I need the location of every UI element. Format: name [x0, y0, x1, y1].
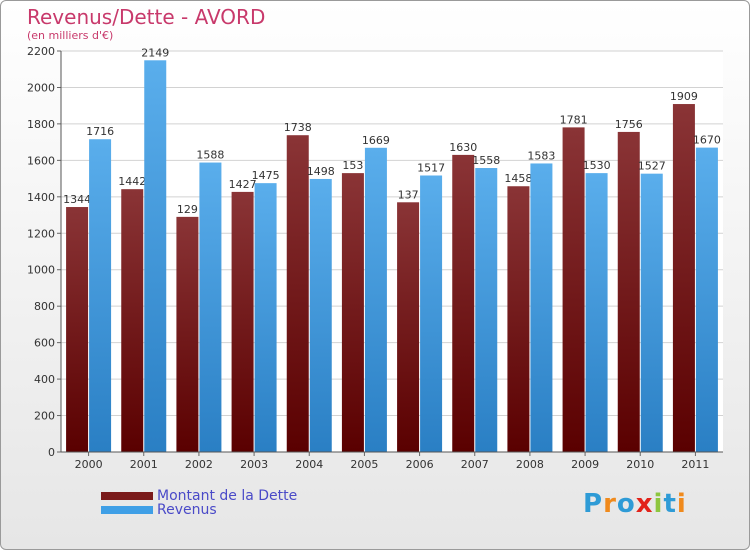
logo-letter: r	[603, 489, 617, 519]
x-tick-label: 2007	[461, 458, 489, 471]
data-label-debt: 1630	[449, 141, 477, 154]
data-label-revenue: 1517	[417, 161, 445, 174]
data-label-debt: 1909	[670, 90, 698, 103]
data-label-revenue: 1716	[86, 125, 114, 138]
bar-revenue	[144, 60, 167, 453]
x-tick-label: 2002	[185, 458, 213, 471]
logo-letter: i	[676, 489, 687, 519]
data-label-debt: 137	[398, 188, 419, 201]
x-tick-label: 2001	[130, 458, 158, 471]
bar-debt	[341, 173, 364, 452]
data-label-debt: 1442	[118, 175, 146, 188]
data-label-debt: 1427	[229, 178, 257, 191]
data-label-debt: 1738	[284, 121, 312, 134]
x-tick-label: 2010	[626, 458, 654, 471]
bar-debt	[286, 135, 309, 452]
data-label-debt: 1756	[615, 118, 643, 131]
bar-revenue	[475, 168, 498, 452]
data-label-debt: 1458	[504, 172, 532, 185]
bar-revenue	[254, 183, 277, 453]
legend-item-revenue: Revenus	[101, 502, 217, 518]
y-tick-label: 600	[34, 337, 55, 350]
bar-revenue	[89, 139, 112, 452]
chart-subtitle: (en milliers d'€)	[27, 29, 114, 42]
bar-debt	[231, 191, 254, 452]
data-label-debt: 1344	[63, 193, 91, 206]
legend-swatch-debt	[101, 492, 153, 500]
y-tick-label: 2200	[27, 45, 55, 58]
x-tick-label: 2004	[295, 458, 323, 471]
data-label-revenue: 1475	[252, 169, 280, 182]
x-tick-label: 2006	[406, 458, 434, 471]
logo-letter: t	[663, 489, 677, 519]
y-tick-label: 2000	[27, 81, 55, 94]
logo-letter: P	[583, 489, 604, 519]
bar-debt	[452, 154, 475, 453]
logo-letter: i	[653, 489, 664, 519]
bar-debt	[176, 216, 199, 452]
bar-revenue	[695, 147, 718, 452]
bar-revenue	[199, 162, 222, 452]
legend-label-debt: Montant de la Dette	[157, 488, 298, 504]
data-label-revenue: 1670	[693, 134, 721, 147]
logo-letter: x	[635, 489, 654, 519]
legend-swatch-revenue	[101, 506, 153, 514]
x-tick-label: 2005	[350, 458, 378, 471]
y-tick-label: 0	[48, 446, 55, 459]
y-tick-label: 1000	[27, 264, 55, 277]
data-label-revenue: 1527	[638, 160, 666, 173]
bar-debt	[672, 104, 695, 452]
y-tick-label: 1800	[27, 118, 55, 131]
bar-revenue	[309, 178, 332, 453]
x-tick-label: 2009	[571, 458, 599, 471]
chart-title: Revenus/Dette - AVORD	[27, 5, 266, 29]
legend-label-revenue: Revenus	[157, 502, 217, 518]
y-tick-label: 1400	[27, 191, 55, 204]
x-tick-label: 2008	[516, 458, 544, 471]
logo-letter: o	[616, 489, 636, 519]
data-label-debt: 129	[177, 203, 198, 216]
proxiti-logo: Proxiti	[583, 489, 687, 519]
bar-revenue	[364, 147, 387, 453]
bar-revenue	[420, 175, 443, 452]
data-label-revenue: 1530	[583, 159, 611, 172]
bar-debt	[562, 127, 585, 452]
plot-area	[61, 51, 723, 452]
y-tick-label: 800	[34, 300, 55, 313]
y-tick-label: 400	[34, 373, 55, 386]
data-label-revenue: 1558	[472, 154, 500, 167]
data-label-debt: 1781	[560, 113, 588, 126]
x-tick-label: 2011	[681, 458, 709, 471]
bar-debt	[507, 186, 530, 452]
bar-revenue	[640, 173, 663, 452]
bar-debt	[66, 207, 89, 452]
bar-debt	[617, 131, 640, 453]
y-tick-label: 1600	[27, 154, 55, 167]
x-tick-label: 2003	[240, 458, 268, 471]
x-tick-label: 2000	[75, 458, 103, 471]
bar-debt	[121, 189, 144, 452]
data-label-revenue: 1588	[196, 149, 224, 162]
y-tick-label: 200	[34, 410, 55, 423]
bar-revenue	[585, 173, 608, 452]
data-label-revenue: 1669	[362, 134, 390, 147]
y-tick-label: 1200	[27, 227, 55, 240]
data-label-revenue: 1583	[527, 149, 555, 162]
data-label-revenue: 1498	[307, 165, 335, 178]
data-label-revenue: 2149	[141, 46, 169, 59]
legend-item-debt: Montant de la Dette	[101, 488, 297, 504]
bar-debt	[397, 202, 420, 452]
bar-revenue	[530, 163, 553, 452]
data-label-debt: 153	[342, 159, 363, 172]
